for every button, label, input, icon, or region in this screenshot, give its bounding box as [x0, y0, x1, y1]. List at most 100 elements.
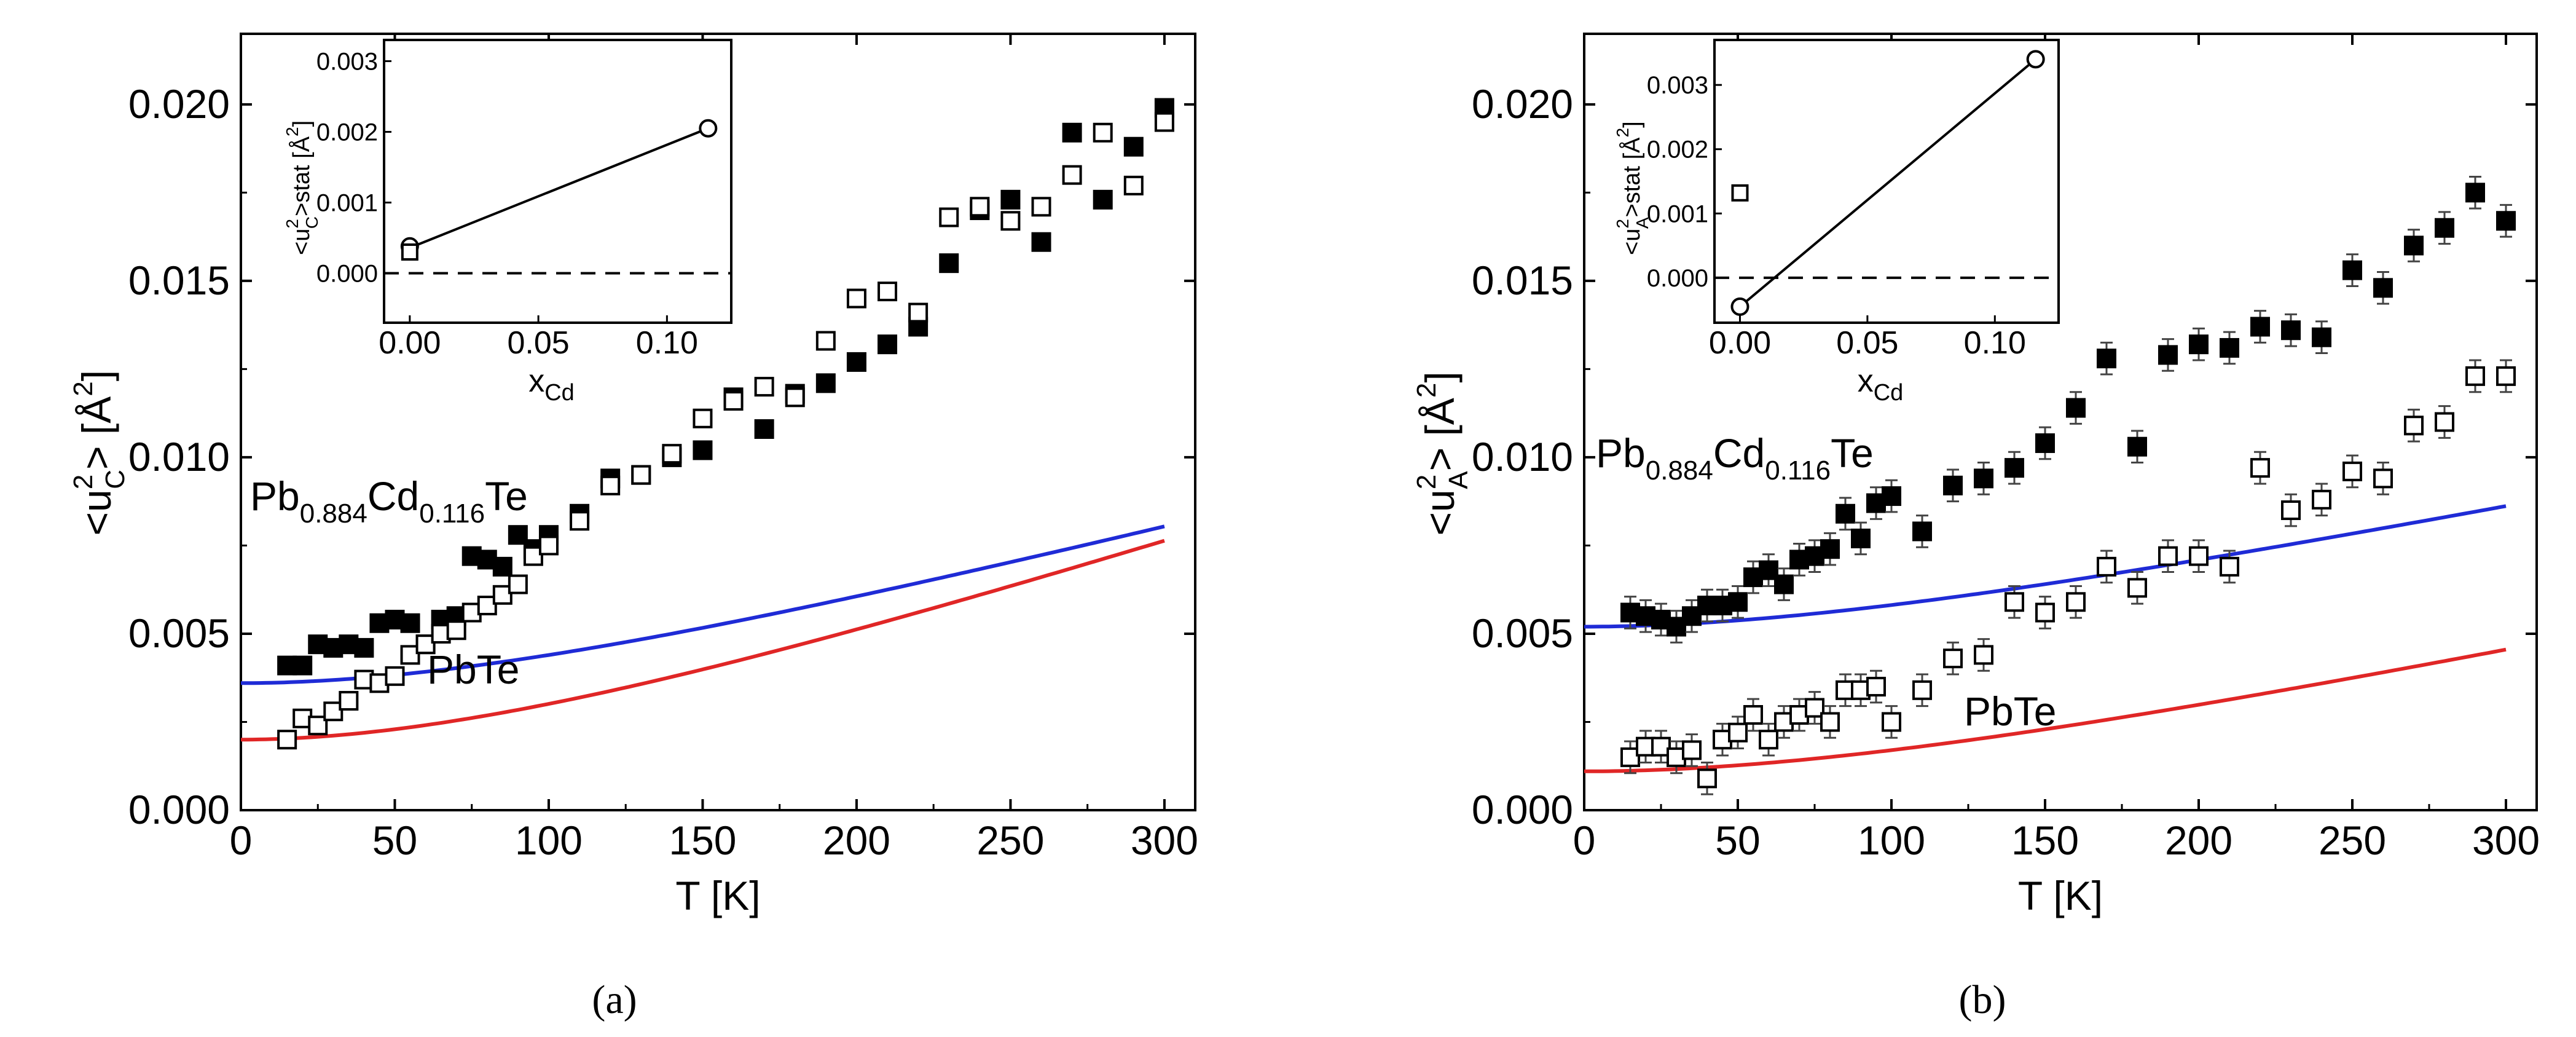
data-point-open	[1759, 730, 1778, 750]
x-tick-label: 50	[1715, 818, 1760, 863]
data-point-filled	[1031, 232, 1051, 252]
data-point-open	[385, 666, 405, 686]
data-point-filled	[1774, 574, 1794, 594]
data-point-filled	[1728, 592, 1748, 612]
data-point-open	[1154, 112, 1174, 132]
y-tick-label: 0.000	[1472, 787, 1573, 832]
data-point-open	[2496, 366, 2516, 386]
data-point-open	[1820, 712, 1840, 732]
x-tick-label: 150	[2011, 818, 2079, 863]
data-point-open	[754, 377, 774, 397]
data-point-open	[523, 546, 543, 566]
data-point-open	[1866, 677, 1886, 697]
x-tick-label: 300	[1131, 818, 1198, 863]
data-point-filled	[1912, 521, 1932, 542]
data-point-open	[2281, 500, 2301, 521]
data-point-open	[939, 207, 959, 227]
data-point-open	[339, 691, 359, 711]
fit-curve-0	[241, 524, 1165, 685]
data-point-open	[1743, 704, 1763, 725]
x-tick-label: 0	[230, 818, 253, 863]
data-point-filled	[2005, 458, 2024, 478]
data-point-open	[908, 302, 929, 323]
data-point-filled	[846, 352, 866, 372]
data-point-open	[878, 282, 898, 302]
y-tick-label: 0.020	[1472, 81, 1573, 127]
data-point-filled	[2035, 433, 2055, 453]
data-point-filled	[2373, 278, 2393, 298]
x-tick-label: 250	[976, 818, 1044, 863]
data-point-open	[1000, 211, 1021, 231]
inset-y-tick-label: 0.003	[316, 49, 378, 76]
y-tick-label: 0.005	[1472, 610, 1573, 656]
fit-curve-0	[1584, 504, 2507, 629]
x-tick-label: 250	[2319, 818, 2386, 863]
data-point-open	[2066, 592, 2086, 612]
data-point-open	[2127, 578, 2147, 598]
data-point-filled	[1836, 503, 1855, 524]
data-point-filled	[2342, 260, 2362, 280]
data-point-filled	[1062, 122, 1082, 143]
data-point-filled	[1851, 528, 1871, 548]
data-point-open	[631, 465, 651, 485]
inset-y-tick-label: 0.001	[1647, 200, 1708, 227]
data-point-open	[2404, 416, 2424, 436]
inset-a: 0.00 0.05 0.10 0.000 0.001 0.002 0.003 xCd <u2C>…	[283, 39, 732, 406]
data-point-open	[662, 444, 682, 464]
data-point-filled	[1974, 468, 1993, 489]
data-point-open	[2373, 468, 2393, 489]
inset-frame	[383, 39, 732, 324]
data-point-open	[2005, 592, 2024, 612]
inset-x-tick-label: 0.10	[1964, 325, 2026, 361]
data-point-filled	[2435, 218, 2454, 238]
chart-a: 0 50 100 150 200 250 300 0.000 0.005 0.010 0.015 0.…	[68, 33, 1198, 918]
data-point-open	[1062, 165, 1082, 185]
y-tick-label: 0.005	[128, 610, 230, 656]
data-point-open	[1882, 712, 1901, 732]
data-point-open	[1031, 197, 1051, 217]
inset-y-label: <u2A>stat [Å2]	[1613, 121, 1652, 255]
data-point-open	[2250, 458, 2270, 478]
data-point-filled	[1682, 606, 1702, 626]
inset-x-label: xCd	[528, 363, 575, 406]
data-point-open	[693, 408, 713, 428]
y-tick-label: 0.015	[128, 258, 230, 303]
data-point-open	[1682, 740, 1702, 760]
data-point-filled	[1093, 189, 1113, 210]
x-tick-label: 300	[2472, 818, 2540, 863]
chart-b: 0 50 100 150 200 250 300 0.000 0.005 0.010 0.015 0.…	[1412, 33, 2540, 918]
data-point-open	[723, 391, 744, 411]
x-tick-label: 200	[2165, 818, 2232, 863]
inset-x-tick-label: 0.00	[1709, 325, 1771, 361]
x-tick-label: 150	[669, 818, 736, 863]
data-point-open	[1123, 175, 1144, 195]
fit-curve-1	[1584, 647, 2507, 773]
inset-point-circle	[2026, 50, 2045, 69]
x-axis-label: T [K]	[2018, 873, 2103, 918]
data-point-filled	[1820, 539, 1840, 559]
data-point-filled	[815, 373, 836, 393]
data-point-open	[1093, 122, 1113, 143]
data-point-filled	[400, 613, 420, 633]
data-point-open	[815, 331, 836, 351]
data-point-open	[1697, 768, 1717, 789]
data-point-open	[508, 574, 528, 594]
inset-y-tick-label: 0.000	[316, 261, 378, 288]
caption-a: (a)	[592, 977, 637, 1022]
data-point-open	[2465, 366, 2485, 386]
inset-point-square	[1731, 184, 1749, 202]
data-point-filled	[1759, 560, 1778, 580]
inset-trend-line	[409, 127, 709, 249]
data-point-filled	[492, 556, 512, 577]
data-point-open	[1974, 645, 1993, 665]
data-point-open	[2097, 556, 2116, 577]
data-point-filled	[2312, 327, 2331, 347]
y-tick-label: 0.010	[128, 434, 230, 479]
data-point-filled	[1000, 189, 1021, 210]
data-point-filled	[1123, 136, 1144, 157]
x-axis-label: T [K]	[675, 873, 760, 918]
data-point-filled	[1667, 617, 1686, 637]
x-tick-label: 0	[1573, 818, 1596, 863]
data-point-filled	[2465, 183, 2485, 203]
data-point-open	[277, 730, 297, 750]
